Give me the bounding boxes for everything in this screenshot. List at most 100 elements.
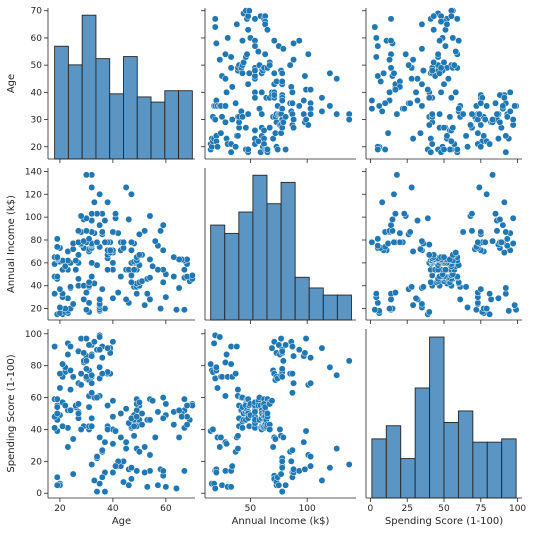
scatter-point bbox=[374, 42, 382, 50]
scatter-point bbox=[88, 379, 96, 387]
histogram-bar bbox=[67, 64, 83, 160]
scatter-point bbox=[104, 425, 112, 433]
scatter-point bbox=[277, 335, 285, 343]
scatter-point bbox=[477, 228, 485, 236]
scatter-point bbox=[216, 56, 224, 64]
scatter-point bbox=[489, 116, 497, 123]
scatter-point bbox=[183, 402, 191, 409]
scatter-point bbox=[56, 370, 64, 378]
scatter-point bbox=[304, 121, 312, 129]
scatter-point bbox=[101, 438, 109, 446]
y-tick-label: 60 bbox=[31, 394, 43, 404]
scatter-point bbox=[489, 237, 497, 245]
scatter-point bbox=[509, 116, 517, 123]
scatter-point bbox=[275, 341, 283, 349]
scatter-point bbox=[500, 198, 508, 206]
scatter-point bbox=[242, 124, 250, 132]
scatter-point bbox=[417, 129, 424, 137]
scatter-point bbox=[477, 121, 485, 129]
scatter-point bbox=[402, 50, 410, 58]
scatter-point bbox=[88, 183, 96, 191]
scatter-point bbox=[481, 116, 489, 123]
y-tick-label: 50 bbox=[31, 61, 43, 71]
scatter-point bbox=[326, 102, 334, 110]
histogram-bar bbox=[164, 90, 180, 160]
scatter-point bbox=[104, 198, 112, 206]
scatter-point bbox=[88, 210, 96, 218]
scatter-point bbox=[449, 34, 457, 42]
scatter-point bbox=[278, 365, 286, 373]
scatter-point bbox=[159, 394, 167, 402]
y-tick-label: 20 bbox=[31, 143, 43, 153]
scatter-point bbox=[263, 146, 271, 153]
scatter-point bbox=[127, 238, 135, 246]
scatter-point bbox=[326, 464, 334, 472]
scatter-point bbox=[288, 343, 296, 350]
scatter-point bbox=[67, 367, 74, 374]
scatter-point bbox=[368, 97, 376, 104]
scatter-point bbox=[125, 481, 133, 489]
scatter-point bbox=[146, 451, 154, 459]
scatter-point bbox=[387, 64, 395, 72]
histogram-bar bbox=[280, 181, 296, 321]
x-tick-label: 20 bbox=[54, 504, 66, 514]
scatter-point bbox=[375, 102, 383, 110]
scatter-point bbox=[90, 198, 98, 206]
scatter-point bbox=[290, 124, 298, 132]
scatter-point bbox=[109, 259, 117, 267]
scatter-point bbox=[304, 50, 312, 58]
scatter-point bbox=[288, 389, 296, 397]
scatter-point bbox=[502, 148, 510, 156]
scatter-point bbox=[88, 414, 96, 422]
scatter-point bbox=[286, 61, 294, 69]
scatter-point bbox=[227, 53, 235, 61]
scatter-point bbox=[502, 228, 510, 236]
scatter-point bbox=[239, 37, 246, 45]
scatter-point bbox=[53, 253, 61, 261]
scatter-point bbox=[502, 132, 510, 140]
scatter-point bbox=[75, 227, 82, 235]
scatter-point bbox=[266, 425, 274, 433]
scatter-point bbox=[290, 352, 298, 360]
scatter-point bbox=[221, 118, 229, 126]
scatter-point bbox=[440, 124, 448, 132]
scatter-point bbox=[82, 306, 90, 314]
histogram-bar bbox=[322, 294, 338, 321]
scatter-point bbox=[217, 433, 225, 441]
scatter-point bbox=[449, 124, 457, 132]
scatter-point bbox=[180, 467, 188, 475]
scatter-point bbox=[437, 88, 445, 96]
scatter-point bbox=[251, 42, 259, 50]
scatter-point bbox=[475, 110, 483, 118]
scatter-point bbox=[301, 72, 309, 80]
scatter-point bbox=[120, 478, 127, 486]
histogram-bar bbox=[109, 93, 124, 160]
histogram-bar bbox=[54, 45, 69, 160]
scatter-point bbox=[268, 344, 276, 352]
scatter-point bbox=[447, 137, 455, 145]
scatter-point bbox=[393, 171, 401, 179]
scatter-point bbox=[146, 212, 154, 220]
scatter-point bbox=[447, 12, 455, 20]
scatter-point bbox=[282, 341, 290, 349]
scatter-point bbox=[486, 140, 494, 148]
scatter-point bbox=[390, 69, 398, 77]
x-tick-label: 50 bbox=[245, 504, 257, 514]
histogram-bar bbox=[95, 58, 111, 160]
scatter-point bbox=[127, 475, 135, 483]
scatter-point bbox=[221, 359, 229, 366]
scatter-point bbox=[80, 349, 88, 357]
scatter-point bbox=[88, 389, 96, 397]
scatter-point bbox=[301, 349, 309, 357]
scatter-point bbox=[487, 295, 495, 303]
scatter-point bbox=[170, 421, 178, 429]
scatter-point bbox=[109, 294, 117, 302]
scatter-point bbox=[109, 413, 117, 421]
scatter-point bbox=[400, 210, 408, 218]
scatter-point bbox=[188, 271, 196, 279]
scatter-point bbox=[96, 363, 104, 371]
x-axis-label-1: Annual Income (k$) bbox=[232, 516, 330, 527]
scatter-point bbox=[440, 58, 448, 66]
scatter-point bbox=[418, 300, 426, 308]
scatter-point bbox=[88, 461, 96, 468]
